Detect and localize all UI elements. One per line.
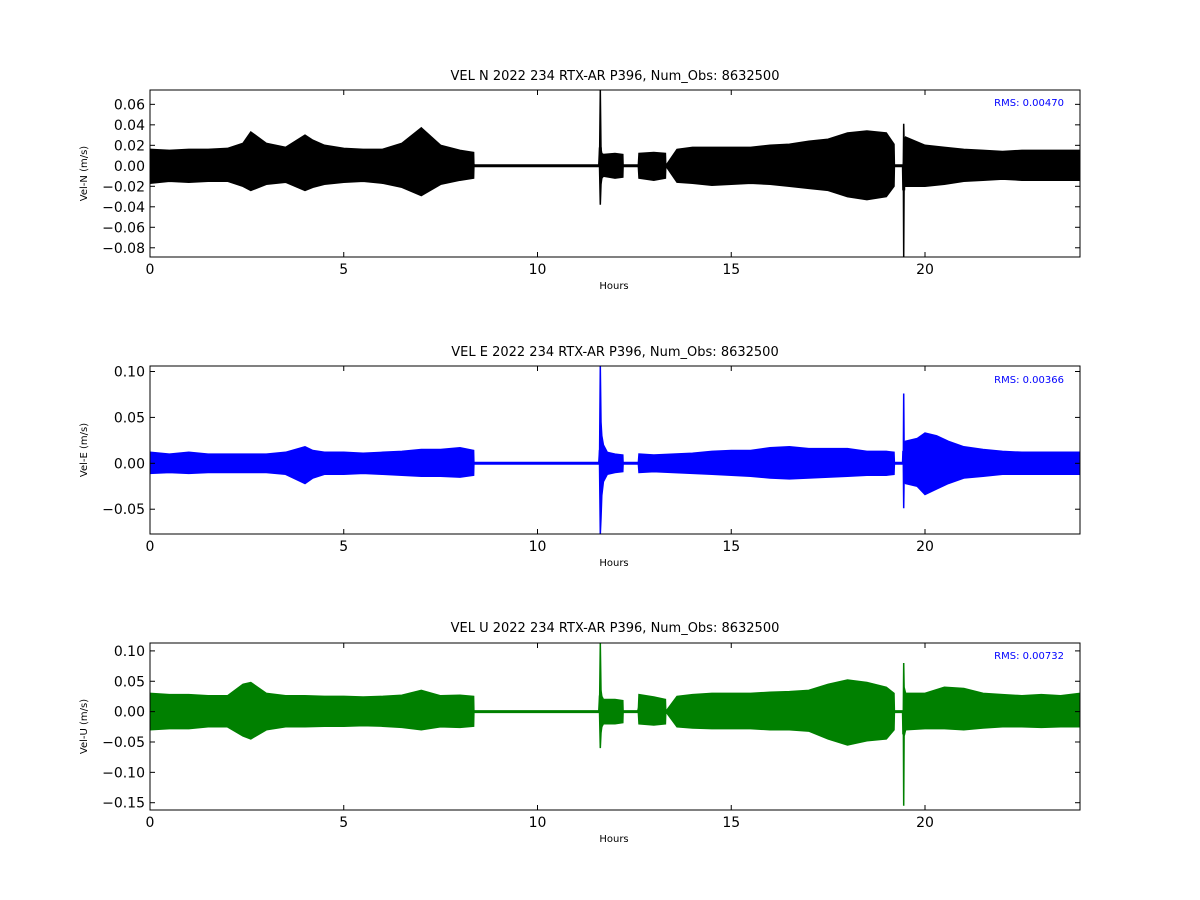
vel-n-ytick-label: −0.06 — [102, 220, 145, 236]
vel-u-series-line — [150, 695, 1080, 735]
vel-u-ylabel: Vel-U (m/s) — [79, 699, 90, 754]
vel-n-ytick-label: −0.04 — [102, 200, 145, 216]
vel-n-ylabel: Vel-N (m/s) — [79, 146, 90, 201]
vel-u-ytick-label: −0.05 — [102, 735, 145, 751]
vel-u-xtick-label: 10 — [529, 815, 547, 831]
vel-n-xtick-label: 20 — [916, 262, 934, 278]
vel-n-ytick-label: 0.06 — [114, 97, 145, 113]
vel-e-xtick-label: 15 — [722, 539, 740, 555]
vel-e-xtick-label: 0 — [146, 539, 155, 555]
vel-n-title: VEL N 2022 234 RTX-AR P396, Num_Obs: 863… — [451, 69, 780, 84]
vel-e-xtick-label: 5 — [339, 539, 348, 555]
vel-u-ytick-label: 0.10 — [114, 644, 145, 660]
vel-e-title: VEL E 2022 234 RTX-AR P396, Num_Obs: 863… — [451, 345, 778, 360]
vel-u-ytick-label: 0.05 — [114, 674, 145, 690]
vel-n-axes-frame — [149, 89, 1081, 258]
vel-n-ytick-label: 0.02 — [114, 138, 145, 154]
vel-u-xtick-label: 15 — [722, 815, 740, 831]
vel-n-rms-annotation: RMS: 0.00470 — [994, 98, 1064, 109]
vel-n-xtick-label: 15 — [722, 262, 740, 278]
vel-e-plot-area — [150, 366, 1080, 534]
vel-n-series-line — [150, 147, 1080, 191]
vel-u-rms-annotation: RMS: 0.00732 — [994, 651, 1064, 662]
vel-u-title: VEL U 2022 234 RTX-AR P396, Num_Obs: 863… — [451, 621, 780, 636]
vel-e-ytick-label: 0.05 — [114, 410, 145, 426]
vel-u-xtick-label: 20 — [916, 815, 934, 831]
vel-e-xtick-label: 10 — [529, 539, 547, 555]
vel-n-ytick-label: −0.08 — [102, 241, 145, 257]
vel-u-xtick-label: 0 — [146, 815, 155, 831]
vel-u-xtick-label: 5 — [339, 815, 348, 831]
vel-n-xtick-label: 0 — [146, 262, 155, 278]
vel-u-ytick-label: −0.10 — [102, 765, 145, 781]
vel-n-ytick-label: 0.04 — [114, 118, 145, 134]
vel-e-ylabel: Vel-E (m/s) — [79, 423, 90, 477]
vel-u-xlabel: Hours — [599, 834, 628, 845]
vel-e-xlabel: Hours — [599, 558, 628, 569]
vel-n-xtick-label: 5 — [339, 262, 348, 278]
vel-e-rms-annotation: RMS: 0.00366 — [994, 375, 1064, 386]
vel-u-plot-area — [150, 643, 1080, 806]
vel-n-panel: VEL N 2022 234 RTX-AR P396, Num_Obs: 863… — [79, 69, 1081, 292]
vel-e-panel: VEL E 2022 234 RTX-AR P396, Num_Obs: 863… — [79, 345, 1081, 569]
vel-e-ytick-label: 0.00 — [114, 456, 145, 472]
vel-e-axes-frame — [149, 365, 1081, 535]
vel-u-axes-frame — [149, 642, 1081, 811]
vel-e-ytick-label: 0.10 — [114, 365, 145, 381]
vel-u-panel: VEL U 2022 234 RTX-AR P396, Num_Obs: 863… — [79, 621, 1081, 845]
vel-n-ytick-label: 0.00 — [114, 159, 145, 175]
vel-u-ytick-label: 0.00 — [114, 705, 145, 721]
vel-e-series-line — [150, 449, 1080, 471]
vel-e-xtick-label: 20 — [916, 539, 934, 555]
vel-e-ytick-label: −0.05 — [102, 502, 145, 518]
vel-n-xtick-label: 10 — [529, 262, 547, 278]
vel-n-plot-area — [150, 90, 1080, 257]
vel-n-xlabel: Hours — [599, 281, 628, 292]
vel-u-ytick-label: −0.15 — [102, 796, 145, 812]
vel-n-ytick-label: −0.02 — [102, 179, 145, 195]
